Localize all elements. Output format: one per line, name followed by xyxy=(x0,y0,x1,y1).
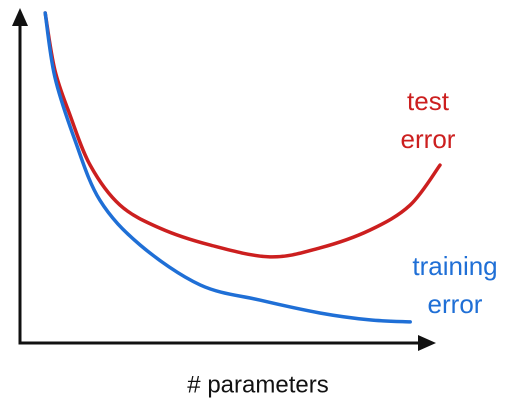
y-axis-arrow xyxy=(12,8,28,26)
x-axis-label: # parameters xyxy=(187,371,328,398)
line-series xyxy=(43,11,442,259)
x-axis-arrow xyxy=(418,335,436,351)
line-series xyxy=(43,11,412,324)
series-label: test error xyxy=(401,86,456,154)
series-label: training error xyxy=(412,251,497,319)
